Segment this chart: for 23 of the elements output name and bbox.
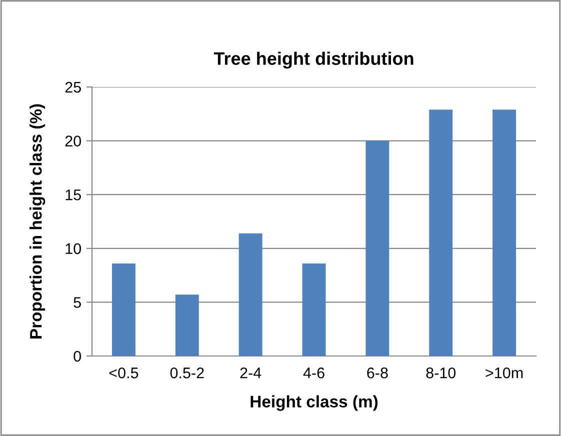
y-tick-label: 25	[65, 82, 81, 93]
bar	[238, 233, 262, 356]
x-tick-label: 0.5-2	[170, 368, 204, 378]
y-tick-label: 0	[74, 350, 81, 362]
x-tick-label: >10m	[486, 368, 523, 378]
x-tick-label: 6-8	[367, 368, 388, 378]
bar	[175, 294, 199, 356]
x-tick-label: 2-4	[240, 368, 262, 378]
bar	[112, 263, 136, 356]
y-tick-label: 5	[74, 297, 81, 308]
y-tick-label: 10	[66, 243, 81, 254]
y-tick-label: 15	[66, 190, 81, 200]
x-tick-label: <0.5	[109, 368, 138, 378]
y-axis-title: Proportion in height class (%)	[30, 104, 46, 338]
bar	[492, 110, 516, 356]
bar	[429, 110, 453, 356]
x-axis-title: Height class (m)	[250, 395, 378, 411]
bar	[302, 263, 326, 356]
x-tick-label: 8-10	[426, 368, 456, 378]
bar	[366, 140, 390, 356]
chart-title: Tree height distribution	[214, 52, 414, 69]
x-tick-label: 4-6	[303, 368, 324, 378]
y-tick-label: 20	[65, 136, 81, 146]
